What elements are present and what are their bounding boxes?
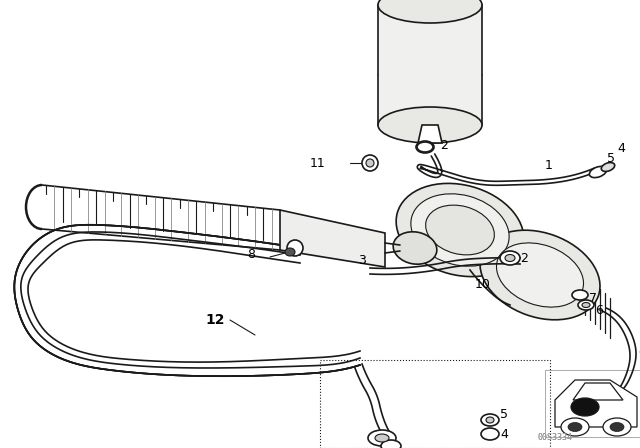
Polygon shape — [418, 125, 442, 143]
Ellipse shape — [368, 430, 396, 446]
Ellipse shape — [589, 166, 607, 177]
Text: 6: 6 — [595, 303, 603, 316]
Text: 3: 3 — [358, 254, 366, 267]
Ellipse shape — [362, 155, 378, 171]
Ellipse shape — [285, 248, 295, 256]
Polygon shape — [280, 210, 385, 267]
Ellipse shape — [572, 290, 588, 300]
Ellipse shape — [505, 254, 515, 262]
Text: 12: 12 — [205, 313, 225, 327]
Ellipse shape — [610, 422, 624, 431]
Ellipse shape — [571, 398, 599, 416]
Text: 4: 4 — [500, 427, 508, 440]
Text: 8: 8 — [247, 249, 255, 262]
Text: 7: 7 — [589, 292, 597, 305]
Text: 1: 1 — [545, 159, 553, 172]
Ellipse shape — [568, 422, 582, 431]
Ellipse shape — [561, 418, 589, 436]
Ellipse shape — [582, 302, 590, 307]
Polygon shape — [573, 383, 623, 400]
Text: 5: 5 — [500, 409, 508, 422]
Text: 9: 9 — [638, 349, 640, 362]
Text: 00S3334: 00S3334 — [538, 433, 573, 442]
Ellipse shape — [375, 434, 389, 442]
Ellipse shape — [500, 251, 520, 265]
Ellipse shape — [396, 183, 524, 276]
Ellipse shape — [578, 300, 594, 310]
Ellipse shape — [481, 414, 499, 426]
Ellipse shape — [480, 230, 600, 320]
Ellipse shape — [378, 0, 482, 23]
Ellipse shape — [378, 107, 482, 143]
Ellipse shape — [393, 232, 437, 264]
Ellipse shape — [381, 440, 401, 448]
Text: 10: 10 — [475, 279, 491, 292]
Ellipse shape — [497, 243, 584, 307]
Ellipse shape — [486, 417, 494, 423]
Ellipse shape — [481, 428, 499, 440]
Ellipse shape — [287, 240, 303, 256]
Text: 2: 2 — [440, 138, 448, 151]
Polygon shape — [378, 5, 482, 125]
Text: 4: 4 — [617, 142, 625, 155]
Text: 2: 2 — [520, 251, 528, 264]
Polygon shape — [555, 380, 637, 427]
Ellipse shape — [603, 418, 631, 436]
Ellipse shape — [417, 142, 433, 152]
Text: 11: 11 — [309, 156, 325, 169]
Ellipse shape — [366, 159, 374, 167]
Ellipse shape — [411, 194, 509, 266]
Ellipse shape — [602, 163, 614, 172]
Text: 00S3334: 00S3334 — [538, 433, 573, 442]
Ellipse shape — [426, 205, 494, 255]
Text: 5: 5 — [607, 151, 615, 164]
